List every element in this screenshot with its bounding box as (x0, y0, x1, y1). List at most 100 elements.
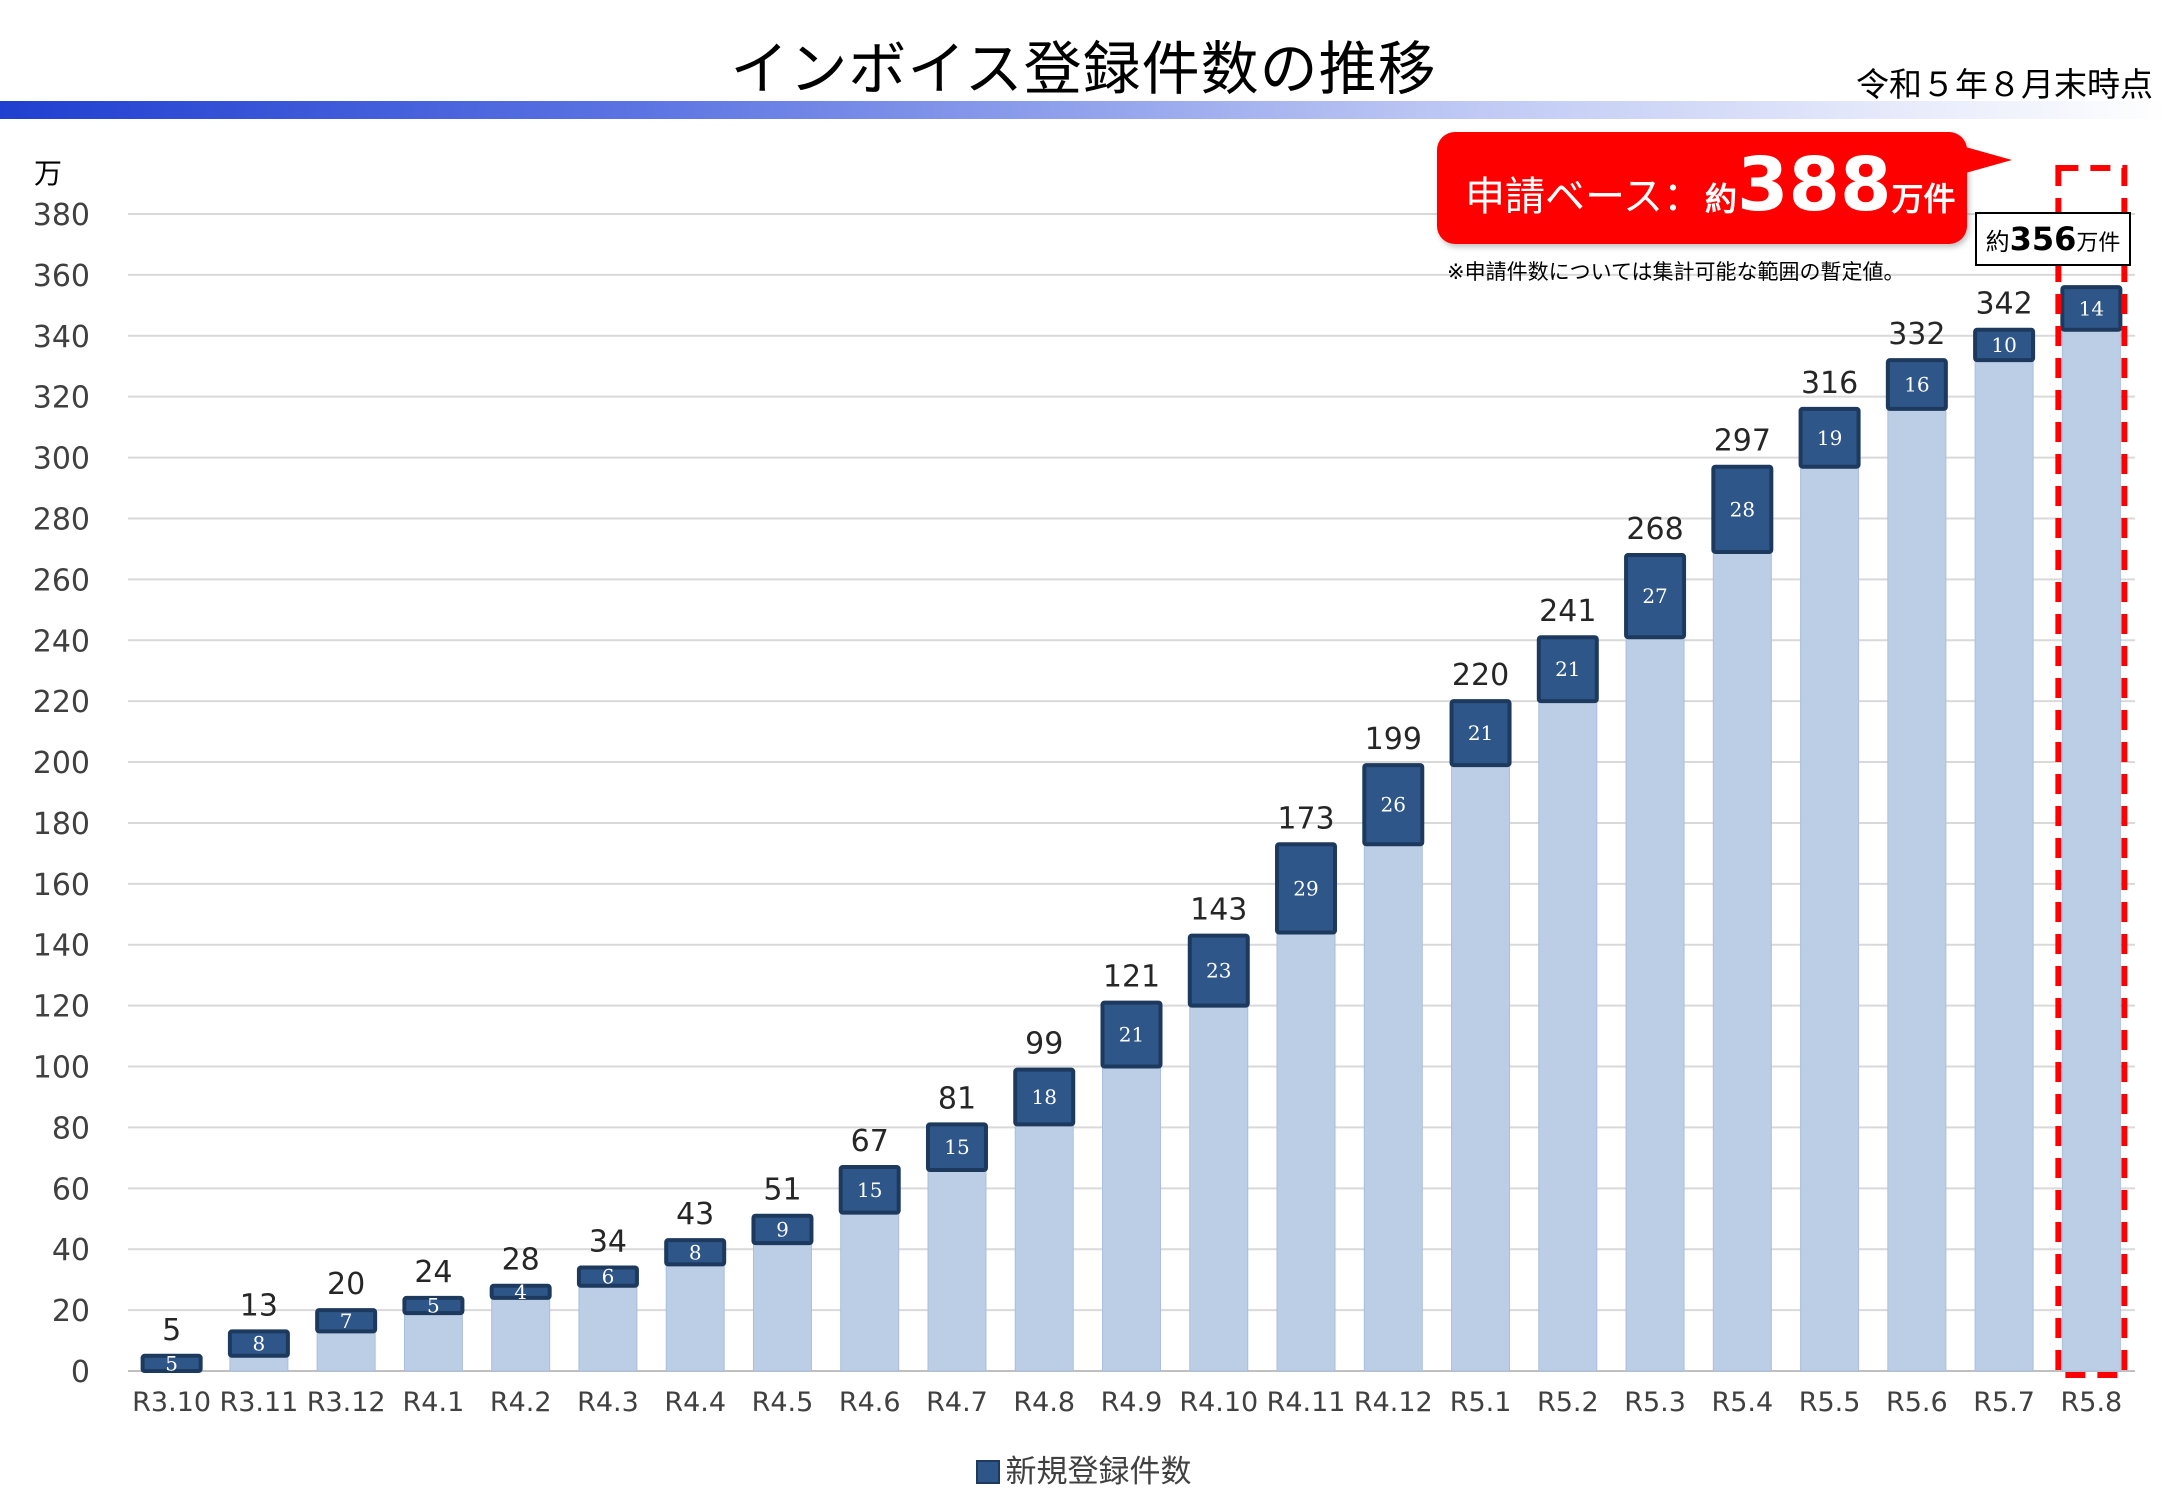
callout-prefix: 約 (1705, 180, 1738, 218)
latest-total-box: 約356万件 (1975, 212, 2131, 266)
new-registration-segment (664, 1238, 727, 1267)
new-registration-segment (2060, 285, 2123, 332)
y-tick-label: 0 (71, 1355, 90, 1390)
new-registration-segment (925, 1122, 988, 1173)
cumulative-bar (1276, 932, 1336, 1372)
y-tick-label: 20 (52, 1294, 90, 1329)
box-number: 356 (2009, 220, 2077, 258)
new-registration-label: 23 (1206, 959, 1231, 983)
y-tick-label: 180 (33, 807, 90, 842)
y-tick-label: 100 (33, 1051, 90, 1086)
total-value-label: 332 (1888, 317, 1945, 352)
y-tick-label: 140 (33, 929, 90, 964)
y-tick-label: 120 (33, 990, 90, 1025)
page-title: インボイス登録件数の推移 (730, 35, 1437, 103)
new-registration-label: 14 (2079, 296, 2104, 320)
total-value-label: 342 (1975, 287, 2032, 322)
cumulative-bar (229, 1355, 289, 1372)
new-registration-label: 5 (165, 1351, 178, 1375)
x-tick-label: R4.3 (577, 1387, 639, 1418)
legend-label: 新規登録件数 (1005, 1454, 1192, 1490)
total-value-label: 268 (1626, 512, 1683, 547)
x-tick-label: R5.1 (1450, 1387, 1512, 1418)
cumulative-bar (927, 1169, 987, 1372)
new-registration-segment (402, 1295, 465, 1316)
new-registration-label: 21 (1119, 1023, 1144, 1047)
new-registration-label: 10 (1991, 333, 2016, 357)
total-value-label: 199 (1365, 722, 1422, 757)
new-registration-label: 21 (1468, 721, 1493, 745)
box-suffix: 万件 (2076, 231, 2121, 256)
new-registration-segment (1362, 763, 1425, 847)
x-tick-label: R4.5 (752, 1387, 814, 1418)
total-value-label: 34 (589, 1224, 627, 1259)
header-gradient-bar (0, 101, 2167, 119)
new-registration-segment (1624, 553, 1687, 640)
cumulative-bar (578, 1285, 638, 1372)
y-tick-label: 300 (33, 442, 90, 477)
provisional-note: ※申請件数については集計可能な範囲の暫定値。 (1447, 260, 1905, 284)
y-tick-label: 280 (33, 502, 90, 537)
x-tick-label: R4.1 (403, 1387, 465, 1418)
y-tick-label: 40 (52, 1233, 90, 1268)
y-tick-label: 200 (33, 746, 90, 781)
x-tick-label: R4.4 (664, 1387, 726, 1418)
new-registration-segment (1711, 464, 1774, 554)
new-registration-segment (1798, 406, 1861, 469)
cumulative-bar (752, 1242, 812, 1372)
new-registration-label: 7 (340, 1309, 353, 1333)
new-registration-segment (1449, 699, 1512, 768)
callout-suffix: 万件 (1891, 180, 1956, 218)
y-tick-label: 340 (33, 320, 90, 355)
new-registration-segment (227, 1329, 290, 1358)
total-value-label: 99 (1025, 1027, 1063, 1062)
total-value-label: 143 (1190, 893, 1247, 928)
callout-pointer (1962, 146, 2012, 174)
total-value-label: 67 (851, 1124, 889, 1159)
new-registration-segment (489, 1283, 552, 1300)
new-registration-segment (140, 1353, 203, 1374)
new-registration-label: 29 (1293, 876, 1318, 900)
y-tick-label: 360 (33, 259, 90, 294)
callout-label: 申請ベース： (1465, 174, 1703, 220)
total-value-label: 20 (327, 1267, 365, 1302)
new-registration-label: 9 (776, 1217, 789, 1241)
new-registration-label: 21 (1555, 657, 1580, 681)
total-value-label: 316 (1801, 366, 1858, 401)
y-tick-label: 220 (33, 685, 90, 720)
new-registration-label: 15 (944, 1135, 969, 1159)
chart-legend: 新規登録件数 (0, 1446, 2167, 1491)
new-registration-label: 6 (602, 1265, 615, 1289)
cumulative-bar (1887, 408, 1947, 1372)
cumulative-bar (1538, 700, 1598, 1372)
new-registration-label: 8 (253, 1332, 266, 1356)
y-tick-label: 320 (33, 381, 90, 416)
cumulative-bar (403, 1312, 463, 1372)
x-tick-label: R5.6 (1886, 1387, 1948, 1418)
new-registration-segment (838, 1165, 901, 1215)
new-registration-label: 28 (1730, 497, 1755, 521)
new-registration-label: 15 (857, 1178, 882, 1202)
x-tick-label: R4.6 (839, 1387, 901, 1418)
cumulative-bar (2061, 329, 2121, 1372)
new-registration-label: 16 (1904, 373, 1929, 397)
cumulative-bar (1451, 764, 1511, 1372)
total-value-label: 241 (1539, 594, 1596, 629)
new-registration-segment (576, 1265, 639, 1288)
new-registration-segment (1275, 842, 1338, 935)
x-tick-label: R5.3 (1624, 1387, 1686, 1418)
cumulative-bar (1189, 1005, 1249, 1372)
total-value-label: 297 (1714, 424, 1771, 459)
y-tick-label: 60 (52, 1172, 90, 1207)
cumulative-bar (316, 1330, 376, 1372)
new-registration-label: 27 (1642, 584, 1667, 608)
x-tick-label: R4.11 (1267, 1387, 1346, 1418)
x-tick-label: R5.7 (1973, 1387, 2035, 1418)
new-registration-segment (1013, 1067, 1076, 1127)
total-value-label: 28 (502, 1243, 540, 1278)
new-registration-label: 5 (427, 1294, 440, 1318)
total-value-label: 5 (162, 1313, 181, 1348)
x-tick-label: R4.12 (1354, 1387, 1433, 1418)
new-registration-segment (315, 1308, 378, 1334)
new-registration-segment (751, 1213, 814, 1246)
